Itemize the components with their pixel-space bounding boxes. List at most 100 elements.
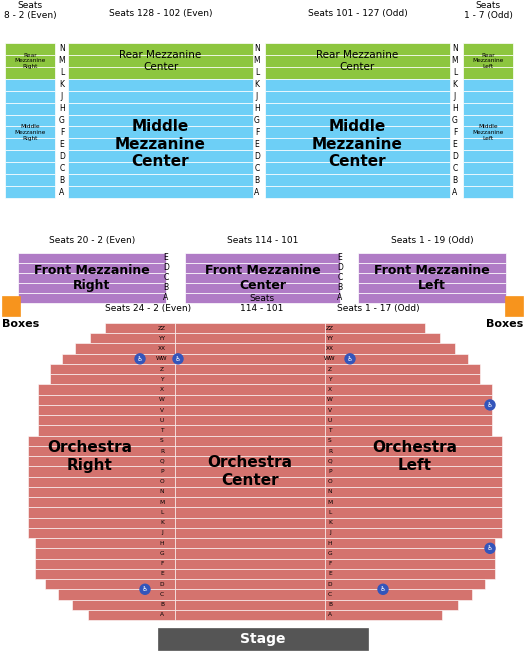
Text: B: B xyxy=(338,283,342,293)
Bar xyxy=(5,43,55,55)
Bar xyxy=(185,273,340,283)
Bar xyxy=(68,43,253,55)
Text: XX: XX xyxy=(158,346,166,351)
Bar xyxy=(265,162,450,174)
Text: E: E xyxy=(60,140,65,149)
Bar xyxy=(45,579,175,589)
Bar xyxy=(28,497,175,507)
Bar xyxy=(463,126,513,138)
Bar xyxy=(358,293,506,303)
Text: N: N xyxy=(328,490,332,494)
Bar xyxy=(325,507,502,518)
Text: A: A xyxy=(328,613,332,617)
Text: ♿: ♿ xyxy=(487,545,493,551)
Text: Boxes: Boxes xyxy=(2,319,39,329)
Bar xyxy=(5,186,55,198)
Bar xyxy=(175,610,325,620)
Bar xyxy=(5,174,55,186)
Bar xyxy=(463,150,513,162)
Text: C: C xyxy=(59,164,65,173)
Bar xyxy=(175,477,325,487)
Bar xyxy=(463,43,513,55)
Text: E: E xyxy=(160,571,164,576)
Bar xyxy=(38,395,175,405)
Bar xyxy=(175,538,325,548)
Bar xyxy=(265,79,450,91)
Text: L: L xyxy=(453,68,457,77)
Text: E: E xyxy=(164,253,169,263)
Bar xyxy=(2,296,20,316)
Circle shape xyxy=(140,584,150,595)
Bar xyxy=(68,174,253,186)
Bar xyxy=(325,558,495,568)
Text: Seats
8 - 2 (Even): Seats 8 - 2 (Even) xyxy=(4,1,56,20)
Text: J: J xyxy=(329,530,331,536)
Bar xyxy=(463,67,513,79)
Bar xyxy=(175,518,325,528)
Bar xyxy=(62,354,175,364)
Bar xyxy=(325,548,495,558)
Text: F: F xyxy=(60,128,64,137)
Text: K: K xyxy=(328,520,332,525)
Bar xyxy=(325,589,472,599)
Text: C: C xyxy=(160,592,164,597)
Bar xyxy=(35,538,175,548)
Text: Front Mezzanine
Right: Front Mezzanine Right xyxy=(34,264,150,292)
Text: B: B xyxy=(255,176,259,184)
Bar xyxy=(175,528,325,538)
Text: H: H xyxy=(254,104,260,113)
Text: Rear
Mezzanine
Right: Rear Mezzanine Right xyxy=(14,53,46,69)
Text: M: M xyxy=(160,500,164,505)
Bar xyxy=(38,405,175,415)
Text: N: N xyxy=(452,45,458,53)
Bar xyxy=(68,67,253,79)
Bar xyxy=(358,263,506,273)
Bar xyxy=(175,364,325,374)
Text: Orchestra
Left: Orchestra Left xyxy=(373,440,457,473)
Bar xyxy=(175,487,325,497)
Bar xyxy=(58,589,175,599)
Bar xyxy=(265,55,450,67)
Bar xyxy=(463,79,513,91)
Text: B: B xyxy=(59,176,65,184)
Text: A: A xyxy=(160,613,164,617)
Bar xyxy=(325,446,502,456)
Bar xyxy=(325,456,502,466)
Text: T: T xyxy=(328,428,332,433)
Bar xyxy=(463,55,513,67)
Bar xyxy=(185,283,340,293)
Text: Y: Y xyxy=(160,377,164,382)
Text: Seats 128 - 102 (Even): Seats 128 - 102 (Even) xyxy=(109,9,212,18)
Text: Middle
Mezzanine
Right: Middle Mezzanine Right xyxy=(14,124,46,141)
Bar xyxy=(175,599,325,610)
Text: C: C xyxy=(328,592,332,597)
Text: Rear Mezzanine
Center: Rear Mezzanine Center xyxy=(119,50,202,71)
Bar xyxy=(50,364,175,374)
Bar xyxy=(463,114,513,126)
Text: Seats 20 - 2 (Even): Seats 20 - 2 (Even) xyxy=(49,236,135,245)
Bar xyxy=(175,497,325,507)
Bar xyxy=(175,507,325,518)
Text: M: M xyxy=(254,56,260,65)
Bar xyxy=(175,558,325,568)
Bar xyxy=(28,528,175,538)
Bar xyxy=(265,43,450,55)
Text: L: L xyxy=(60,68,64,77)
Text: G: G xyxy=(254,116,260,125)
Bar xyxy=(28,446,175,456)
Text: A: A xyxy=(338,293,343,303)
Bar xyxy=(68,186,253,198)
Text: N: N xyxy=(59,45,65,53)
Text: S: S xyxy=(328,438,332,444)
Bar xyxy=(463,138,513,150)
Bar xyxy=(325,343,455,354)
Circle shape xyxy=(485,543,495,553)
Text: Z: Z xyxy=(160,367,164,371)
Text: C: C xyxy=(163,273,169,283)
Text: B: B xyxy=(453,176,458,184)
Text: WW: WW xyxy=(156,356,168,361)
Circle shape xyxy=(173,354,183,364)
Text: Seats 1 - 17 (Odd): Seats 1 - 17 (Odd) xyxy=(337,304,419,313)
Bar xyxy=(358,273,506,283)
Bar xyxy=(175,405,325,415)
